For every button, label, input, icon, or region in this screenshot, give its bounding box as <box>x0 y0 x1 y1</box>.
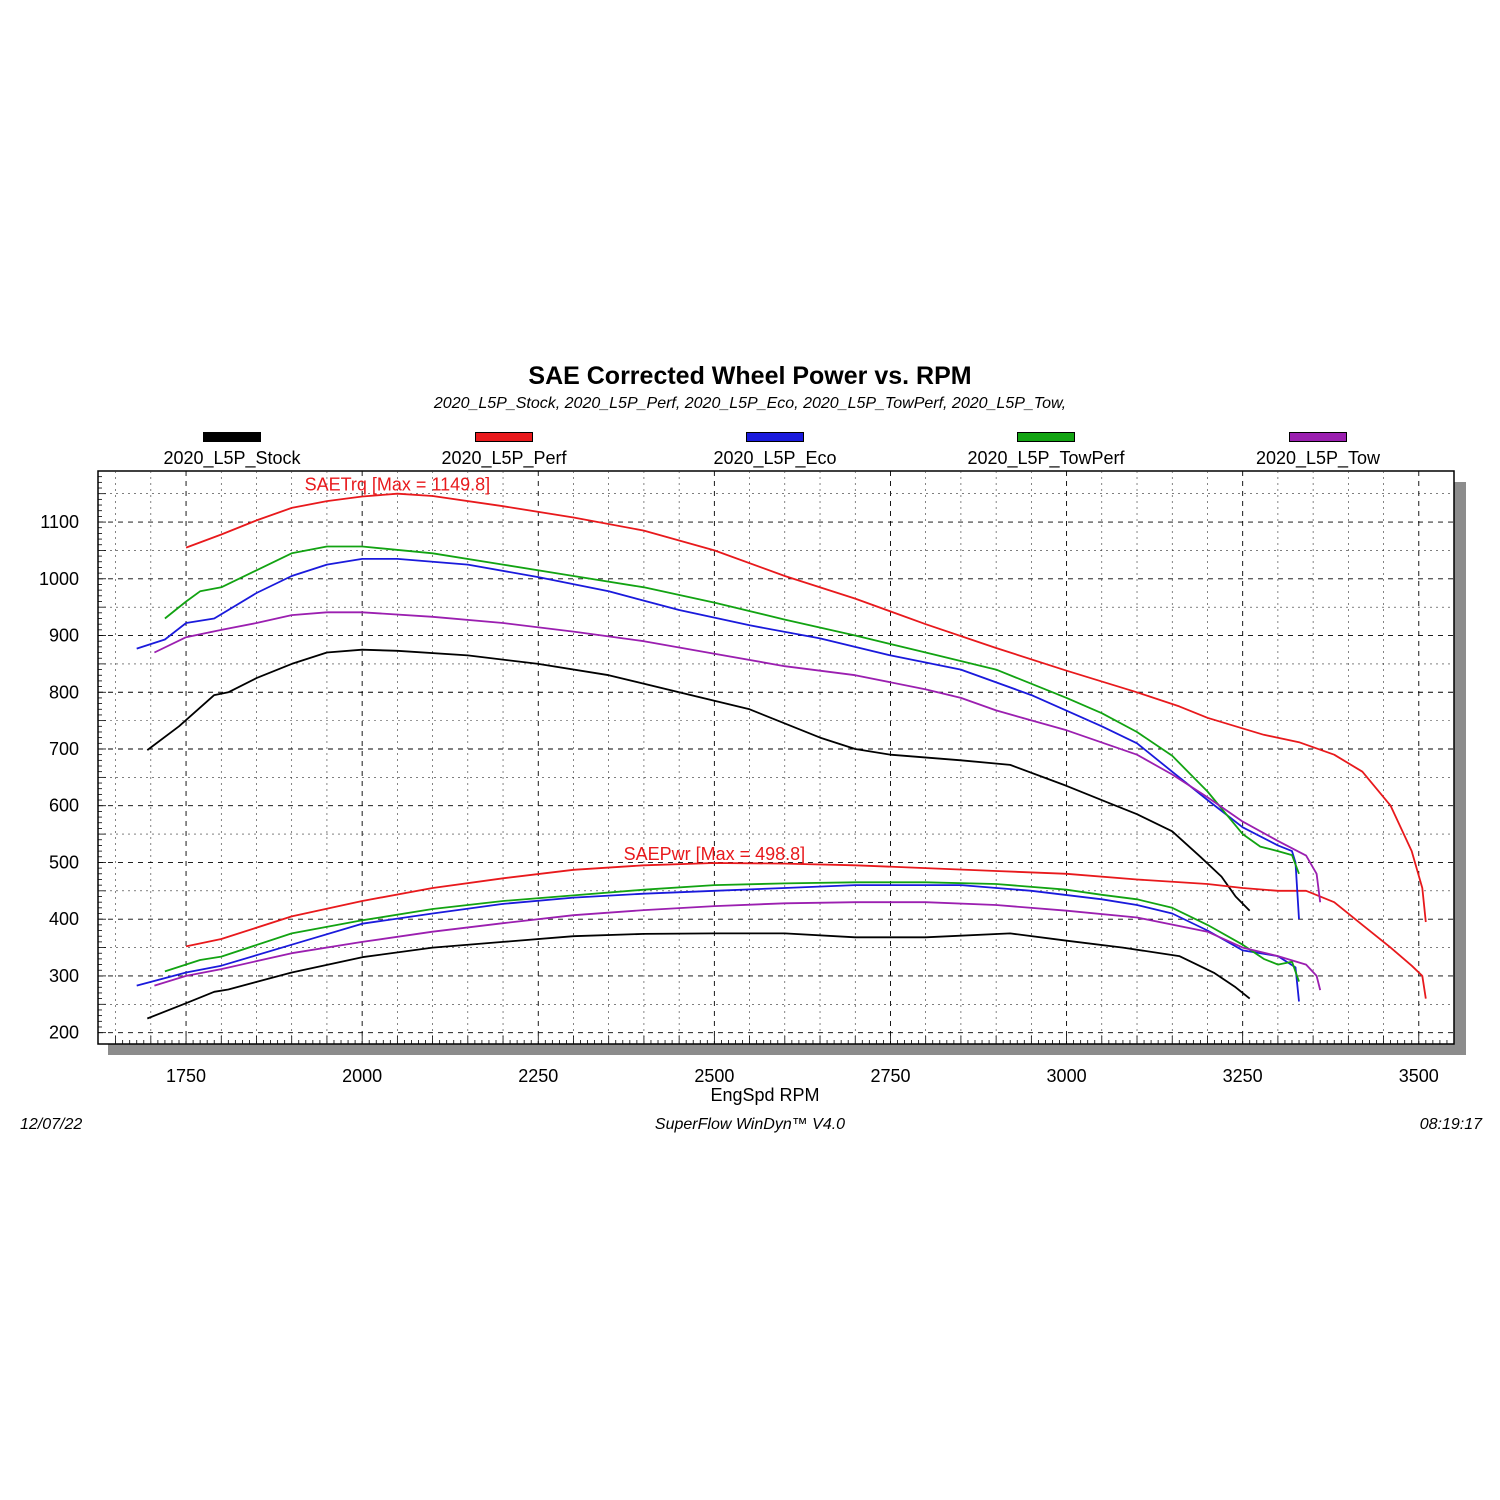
series-1-torque-line <box>185 492 1427 923</box>
x-tick-label: 2500 <box>694 1066 734 1086</box>
footer-date: 12/07/22 <box>20 1116 83 1133</box>
y-tick-label: 400 <box>49 909 79 929</box>
legend-item-perf: 2020_L5P_Perf <box>404 432 604 469</box>
chart-title: SAE Corrected Wheel Power vs. RPM <box>528 362 972 390</box>
footer-software: SuperFlow WinDyn™ V4.0 <box>654 1116 846 1133</box>
y-tick-label: 800 <box>49 682 79 702</box>
x-tick-label: 2750 <box>870 1066 910 1086</box>
power-max-annotation: SAEPwr [Max = 498.8] <box>624 844 806 864</box>
legend-swatch-towperf <box>1017 432 1075 442</box>
series-1-power-line <box>185 862 1427 999</box>
axis-ticks: 200 300 400 500 600 700 800 900 1000 1100 1750 2000… <box>39 476 1448 1086</box>
legend-label-perf: 2020_L5P_Perf <box>441 448 567 468</box>
torque-max-annotation: SAETrq [Max = 1149.8] <box>305 475 491 495</box>
legend-label-towperf: 2020_L5P_TowPerf <box>967 448 1125 468</box>
series-2-torque-line <box>136 558 1300 920</box>
annotations: SAETrq [Max = 1149.8] SAEPwr [Max = 498.8… <box>305 475 806 864</box>
y-tick-label: 1100 <box>40 512 79 532</box>
x-tick-label: 3250 <box>1223 1066 1263 1086</box>
series-0-torque-line <box>146 648 1251 912</box>
x-tick-label: 3000 <box>1047 1066 1087 1086</box>
legend-item-towperf: 2020_L5P_TowPerf <box>946 432 1146 469</box>
y-tick-label: 300 <box>49 966 79 986</box>
legend-item-eco: 2020_L5P_Eco <box>675 432 875 469</box>
y-tick-label: 500 <box>49 852 79 872</box>
y-tick-label: 1000 <box>39 569 79 589</box>
legend-label-tow: 2020_L5P_Tow <box>1255 448 1381 468</box>
x-tick-label: 2000 <box>342 1066 382 1086</box>
x-tick-label: 3500 <box>1399 1066 1439 1086</box>
legend-swatch-perf <box>475 432 533 442</box>
y-tick-label: 600 <box>49 796 79 816</box>
y-tick-label: 200 <box>49 1023 79 1043</box>
series-0-power-line <box>146 932 1251 1020</box>
series-3-power-line <box>164 881 1300 982</box>
series-4-torque-line <box>154 611 1322 903</box>
footer-time: 08:19:17 <box>1419 1116 1482 1133</box>
legend-item-stock: 2020_L5P_Stock <box>132 432 332 469</box>
series-lines <box>136 492 1427 1020</box>
grid <box>98 471 1454 1044</box>
legend-swatch-eco <box>746 432 804 442</box>
series-4-power-line <box>154 901 1322 991</box>
y-tick-label: 700 <box>49 739 79 759</box>
legend-label-stock: 2020_L5P_Stock <box>163 448 301 468</box>
x-tick-label: 2250 <box>518 1066 558 1086</box>
x-tick-label: 1750 <box>166 1066 206 1086</box>
chart-subtitle: 2020_L5P_Stock, 2020_L5P_Perf, 2020_L5P_… <box>433 395 1067 412</box>
legend-label-eco: 2020_L5P_Eco <box>713 448 837 468</box>
plot-area <box>97 470 1455 1045</box>
legend-swatch-stock <box>203 432 261 442</box>
legend-item-tow: 2020_L5P_Tow <box>1218 432 1418 469</box>
x-axis-label: EngSpd RPM <box>710 1085 819 1105</box>
series-3-torque-line <box>164 545 1300 875</box>
legend-swatch-tow <box>1289 432 1347 442</box>
y-tick-label: 900 <box>49 626 79 646</box>
